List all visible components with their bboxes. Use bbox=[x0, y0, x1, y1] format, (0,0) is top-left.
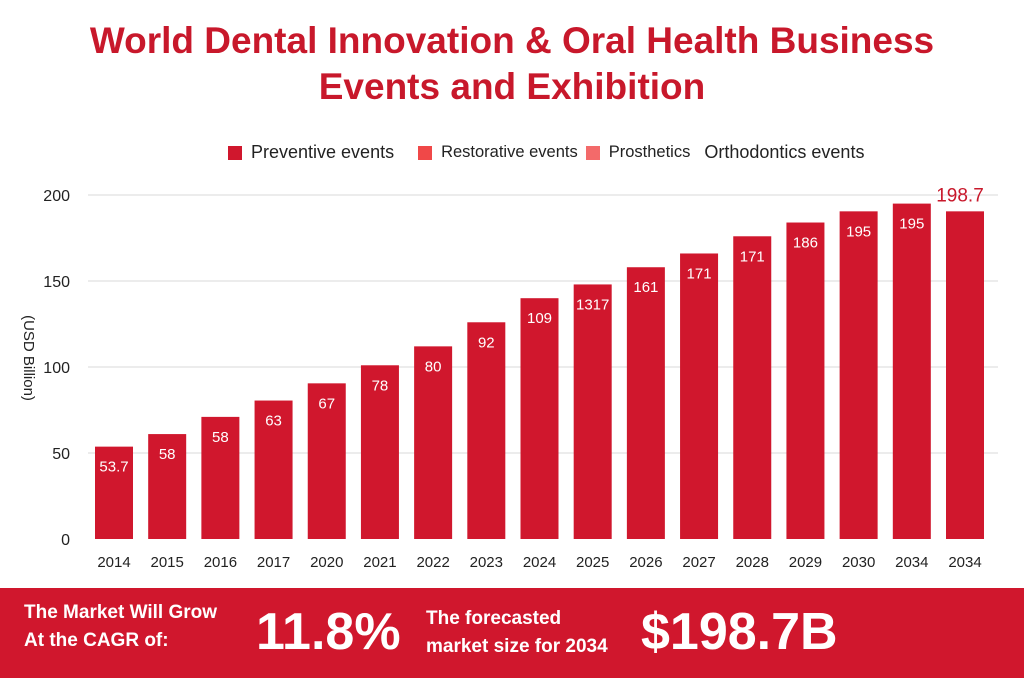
y-tick-label: 0 bbox=[61, 532, 70, 549]
legend-swatch-restorative bbox=[418, 145, 433, 160]
bar-value-label: 58 bbox=[159, 446, 176, 463]
x-tick-label: 2034 bbox=[895, 554, 928, 571]
bar bbox=[148, 434, 187, 539]
legend-item-prosthetics: Prosthetics bbox=[585, 143, 691, 162]
bar-value-label: 80 bbox=[425, 358, 442, 375]
cagr-caption-line-2: At the CAGR of: bbox=[24, 630, 169, 651]
legend-item-restorative: Restorative events bbox=[418, 143, 578, 162]
cagr-caption-line-1: The Market Will Grow bbox=[24, 602, 218, 623]
x-tick-label: 2024 bbox=[523, 554, 556, 571]
x-tick-label: 2017 bbox=[257, 554, 290, 571]
bar bbox=[839, 211, 878, 539]
x-tick-label: 2016 bbox=[204, 554, 237, 571]
y-tick-label: 150 bbox=[43, 274, 70, 291]
y-tick-label: 100 bbox=[43, 360, 70, 377]
bar-value-label: 78 bbox=[372, 377, 389, 394]
bar bbox=[254, 400, 293, 539]
forecast-caption-line-2: market size for 2034 bbox=[426, 636, 608, 657]
x-tick-label: 2028 bbox=[736, 554, 769, 571]
bar-value-label: 53.7 bbox=[99, 459, 128, 476]
legend-label-preventive: Preventive events bbox=[251, 142, 395, 162]
bar-value-label: 1317 bbox=[576, 296, 609, 313]
bar bbox=[733, 236, 772, 539]
bar bbox=[786, 222, 825, 539]
chart-title-line-2: Events and Exhibition bbox=[318, 66, 706, 107]
chart-title-line-1: World Dental Innovation & Oral Health Bu… bbox=[89, 20, 935, 61]
legend-label-orthodontics: Orthodontics events bbox=[704, 142, 865, 162]
bar-value-label: 58 bbox=[212, 429, 229, 446]
cagr-value: 11.8% bbox=[256, 603, 401, 661]
legend-item-orthodontics: Orthodontics events bbox=[704, 142, 864, 163]
chart-title: World Dental Innovation & Oral Health Bu… bbox=[0, 18, 1024, 110]
bar bbox=[307, 383, 346, 539]
legend-label-prosthetics: Prosthetics bbox=[608, 143, 691, 161]
x-tick-label: 2021 bbox=[363, 554, 396, 571]
forecast-value: $198.7B bbox=[641, 603, 838, 661]
y-tick-label: 50 bbox=[52, 446, 70, 463]
bar bbox=[573, 284, 612, 539]
bar-value-label: 109 bbox=[527, 310, 552, 327]
bar-value-label: 171 bbox=[687, 265, 712, 282]
x-tick-label: 2020 bbox=[310, 554, 343, 571]
forecast-caption-line-1: The forecasted bbox=[426, 608, 562, 629]
bar-value-label: 161 bbox=[633, 279, 658, 296]
x-tick-label: 2030 bbox=[842, 554, 875, 571]
top-value-annotation: 198.7 bbox=[936, 185, 984, 206]
bar bbox=[520, 298, 559, 539]
bar-value-label: 92 bbox=[478, 334, 495, 351]
x-tick-label: 2015 bbox=[151, 554, 184, 571]
bar-value-label: 195 bbox=[899, 216, 924, 233]
legend-item-preventive: Preventive events bbox=[228, 142, 394, 163]
bar bbox=[946, 211, 984, 539]
chart-legend: Preventive events Restorative events Pro… bbox=[228, 142, 864, 163]
bar bbox=[360, 365, 399, 539]
bar bbox=[892, 203, 931, 539]
x-tick-label: 2025 bbox=[576, 554, 609, 571]
bar bbox=[680, 253, 719, 540]
x-tick-label: 2014 bbox=[97, 554, 130, 571]
x-tick-label: 2022 bbox=[416, 554, 449, 571]
x-tick-label: 2023 bbox=[470, 554, 503, 571]
legend-swatch-prosthetics bbox=[585, 145, 600, 160]
bar bbox=[95, 446, 133, 539]
cagr-caption: The Market Will Grow At the CAGR of: bbox=[24, 599, 217, 655]
bar-value-label: 171 bbox=[740, 248, 765, 265]
bar bbox=[201, 416, 240, 539]
forecast-caption: The forecasted market size for 2034 bbox=[426, 605, 608, 661]
bar-chart: 0 50 100 150 200 (USD Billion) 53.7 2014 58 2015 5… bbox=[20, 185, 998, 571]
y-axis-label: (USD Billion) bbox=[20, 315, 37, 401]
bar-value-label: 186 bbox=[793, 235, 818, 252]
x-tick-label: 2029 bbox=[789, 554, 822, 571]
x-tick-label: 2026 bbox=[629, 554, 662, 571]
legend-swatch-preventive bbox=[228, 145, 242, 160]
bar-value-label: 67 bbox=[318, 395, 335, 412]
y-tick-label: 200 bbox=[43, 188, 70, 205]
x-tick-label: 2034 bbox=[948, 554, 981, 571]
x-tick-label: 2027 bbox=[682, 554, 715, 571]
bar bbox=[467, 322, 506, 539]
bar bbox=[626, 267, 665, 539]
bar-value-label: 63 bbox=[265, 413, 282, 430]
market-banner: The Market Will Grow At the CAGR of: 11.… bbox=[0, 588, 1024, 678]
bar-value-label: 195 bbox=[846, 223, 871, 240]
legend-label-restorative: Restorative events bbox=[441, 143, 578, 161]
bar bbox=[414, 346, 453, 539]
